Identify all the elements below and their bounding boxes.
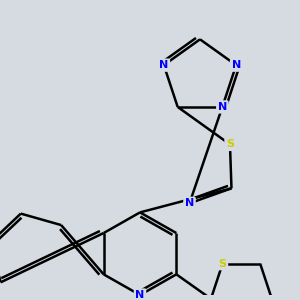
Text: S: S [219,259,226,269]
Text: N: N [232,60,241,70]
Text: N: N [185,198,194,208]
Text: N: N [135,290,145,300]
Text: N: N [159,60,169,70]
Text: S: S [226,140,234,149]
Text: N: N [218,102,227,112]
